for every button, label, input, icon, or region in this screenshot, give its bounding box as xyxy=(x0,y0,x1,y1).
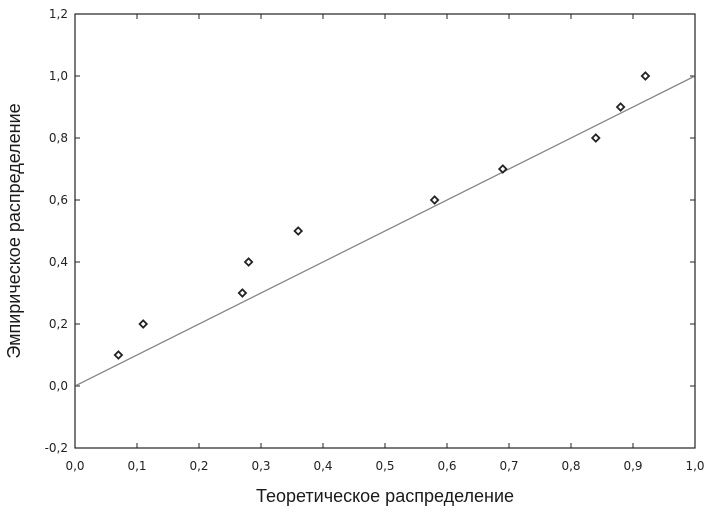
data-point xyxy=(138,319,149,329)
x-tick-label: 0,1 xyxy=(127,459,146,473)
x-tick-labels: 0,0 0,1 0,2 0,3 0,4 0,5 0,6 0,7 0,8 0,9 1,0 xyxy=(65,459,704,473)
y-axis-title: Эмпирическое распределение xyxy=(4,103,24,358)
x-tick-label: 1,0 xyxy=(685,459,704,473)
reference-line-layer xyxy=(74,75,696,387)
x-tick-label: 0,9 xyxy=(623,459,642,473)
x-tick-label: 0,5 xyxy=(375,459,394,473)
data-point xyxy=(243,257,254,267)
data-point xyxy=(615,102,626,112)
data-point xyxy=(497,164,508,174)
y-tick-labels: -0,2 0,0 0,2 0,4 0,6 0,8 1,0 1,2 xyxy=(45,7,68,455)
x-tick-label: 0,8 xyxy=(561,459,580,473)
y-tick-label: 1,2 xyxy=(49,7,68,21)
data-point xyxy=(293,226,304,236)
x-axis-title: Теоретическое распределение xyxy=(256,486,514,506)
points-layer xyxy=(113,71,651,360)
x-tick-label: 0,7 xyxy=(499,459,518,473)
x-tick-label: 0,6 xyxy=(437,459,456,473)
data-point xyxy=(429,195,440,205)
x-tick-label: 0,3 xyxy=(251,459,270,473)
reference-line xyxy=(74,75,696,387)
y-tick-label: -0,2 xyxy=(45,441,68,455)
y-tick-label: 0,2 xyxy=(49,317,68,331)
y-tick-label: 0,8 xyxy=(49,131,68,145)
data-point xyxy=(640,71,651,81)
data-point xyxy=(113,350,124,360)
plot-frame xyxy=(74,13,696,449)
y-tick-label: 0,6 xyxy=(49,193,68,207)
y-tick-label: 1,0 xyxy=(49,69,68,83)
x-tick-label: 0,0 xyxy=(65,459,84,473)
x-tick-label: 0,4 xyxy=(313,459,332,473)
x-tick-label: 0,2 xyxy=(189,459,208,473)
data-point xyxy=(590,133,601,143)
y-tick-label: 0,4 xyxy=(49,255,68,269)
y-tick-label: 0,0 xyxy=(49,379,68,393)
data-point xyxy=(237,288,248,298)
